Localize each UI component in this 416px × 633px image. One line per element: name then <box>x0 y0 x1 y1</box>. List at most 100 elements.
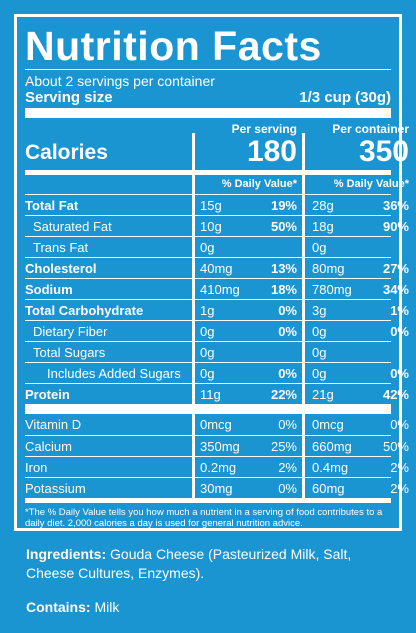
per-serving-daily-value: 2% <box>278 460 297 475</box>
per-container-amount: 80mg <box>312 261 345 276</box>
divider <box>25 69 391 70</box>
nutrient-name: Protein <box>25 387 70 402</box>
medium-divider <box>25 170 391 175</box>
per-container-daily-value: 0% <box>390 417 409 432</box>
per-container-daily-value: 27% <box>382 261 409 276</box>
nutrient-row: Sodium 410mg 18% 780mg 34% <box>25 278 409 299</box>
per-serving-amount: 0g <box>200 366 215 381</box>
per-container-amount: 0g <box>312 345 327 360</box>
per-serving-amount: 350mg <box>200 439 240 454</box>
per-container-daily-value: 0% <box>390 324 409 339</box>
thick-divider <box>25 108 391 118</box>
per-serving-daily-value: 19% <box>270 198 297 213</box>
nutrient-name: Potassium <box>25 481 86 496</box>
per-container-calories: 350 <box>358 135 409 168</box>
nutrient-row: Iron 0.2mg 2% 0.4mg 2% <box>25 456 409 477</box>
per-container-amount: 0g <box>312 324 327 339</box>
per-container-amount: 780mg <box>312 282 352 297</box>
column-divider <box>302 133 305 498</box>
per-serving-daily-value: 25% <box>270 439 297 454</box>
serving-size-row: Serving size 1/3 cup (30g) <box>25 89 391 106</box>
per-serving-amount: 0g <box>200 240 215 255</box>
per-container-dv-header: % Daily Value* <box>333 178 409 190</box>
allergen-statement: Contains: Milk <box>26 599 119 615</box>
per-container-label: Per container <box>332 122 409 136</box>
nutrient-name: Total Fat <box>25 198 79 213</box>
per-container-amount: 3g <box>312 303 327 318</box>
per-container-amount: 0mcg <box>312 417 344 432</box>
nutrient-name: Vitamin D <box>25 417 82 432</box>
contains-label: Contains: <box>26 599 91 615</box>
nutrient-name: Includes Added Sugars <box>47 366 181 381</box>
per-serving-daily-value: 13% <box>270 261 297 276</box>
nutrient-rows: Total Fat 15g 19% 28g 36% Saturated Fat 10g 50%… <box>25 194 409 404</box>
per-container-amount: 18g <box>312 219 334 234</box>
per-serving-amount: 0.2mg <box>200 460 237 475</box>
nutrient-name: Calcium <box>25 439 72 454</box>
nutrient-name: Trans Fat <box>33 240 89 255</box>
per-serving-daily-value: 50% <box>270 219 297 234</box>
per-serving-amount: 40mg <box>200 261 233 276</box>
nutrition-facts-panel: Nutrition Facts About 2 servings per con… <box>14 14 409 531</box>
ingredients-statement: Ingredients: Gouda Cheese (Pasteurized M… <box>26 545 396 583</box>
ingredients-text: Gouda Cheese (Pasteurized Milk, Salt, Ch… <box>26 546 352 581</box>
nutrient-row: Protein 11g 22% 21g 42% <box>25 383 409 404</box>
per-serving-daily-value: 0% <box>278 324 297 339</box>
thick-divider <box>25 404 391 414</box>
nutrient-row: Total Sugars 0g 0g <box>25 341 391 362</box>
per-serving-daily-value: 22% <box>270 387 297 402</box>
calories-block: Calories Per serving 180 Per container 3… <box>25 118 409 170</box>
per-serving-daily-value: 0% <box>278 303 297 318</box>
per-serving-daily-value: 0% <box>278 481 297 496</box>
nutrient-name: Iron <box>25 460 48 475</box>
nutrient-row: Total Fat 15g 19% 28g 36% <box>25 194 409 215</box>
per-serving-amount: 10g <box>200 219 222 234</box>
per-container-daily-value: 36% <box>382 198 409 213</box>
nutrient-row: Dietary Fiber 0g 0% 0g 0% <box>25 320 409 341</box>
per-container-daily-value: 2% <box>390 460 409 475</box>
per-serving-header: Per serving 180 <box>197 118 297 168</box>
per-container-amount: 28g <box>312 198 334 213</box>
per-container-amount: 0.4mg <box>312 460 349 475</box>
nutrient-name: Dietary Fiber <box>33 324 108 339</box>
nutrient-row: Calcium 350mg 25% 660mg 50% <box>25 435 409 456</box>
per-container-amount: 660mg <box>312 439 352 454</box>
medium-divider <box>25 498 391 503</box>
per-container-daily-value: 42% <box>382 387 409 402</box>
per-container-daily-value: 1% <box>390 303 409 318</box>
per-serving-dv-header: % Daily Value* <box>221 178 297 190</box>
per-serving-label: Per serving <box>231 122 297 136</box>
per-serving-daily-value: 0% <box>278 366 297 381</box>
column-divider <box>192 133 195 498</box>
contains-text: Milk <box>94 599 120 615</box>
per-container-daily-value: 50% <box>382 439 409 454</box>
nutrient-name: Total Carbohydrate <box>25 303 144 318</box>
servings-per-container: About 2 servings per container <box>25 73 215 89</box>
per-container-amount: 0g <box>312 240 327 255</box>
calories-label: Calories <box>25 141 108 164</box>
nutrient-row: Saturated Fat 10g 50% 18g 90% <box>25 215 409 236</box>
nutrient-row: Total Carbohydrate 1g 0% 3g 1% <box>25 299 409 320</box>
per-container-daily-value: 90% <box>382 219 409 234</box>
nutrient-name: Total Sugars <box>33 345 106 360</box>
nutrient-row: Trans Fat 0g 0g <box>25 236 391 257</box>
daily-value-footnote: *The % Daily Value tells you how much a … <box>25 507 383 529</box>
per-serving-amount: 1g <box>200 303 215 318</box>
per-container-amount: 21g <box>312 387 334 402</box>
nutrient-row: Cholesterol 40mg 13% 80mg 27% <box>25 257 409 278</box>
per-serving-amount: 0mcg <box>200 417 232 432</box>
per-serving-amount: 11g <box>200 387 221 402</box>
per-serving-amount: 15g <box>200 198 222 213</box>
per-serving-amount: 30mg <box>200 481 233 496</box>
nutrition-facts-title: Nutrition Facts <box>25 23 322 69</box>
nutrient-row: Vitamin D 0mcg 0% 0mcg 0% <box>25 414 409 435</box>
per-serving-calories: 180 <box>246 135 297 168</box>
per-container-amount: 0g <box>312 366 327 381</box>
per-serving-daily-value: 0% <box>278 417 297 432</box>
ingredients-label: Ingredients: <box>26 546 107 562</box>
per-serving-daily-value: 18% <box>270 282 297 297</box>
nutrient-row: Includes Added Sugars 0g 0% 0g 0% <box>25 362 409 383</box>
per-container-daily-value: 2% <box>390 481 409 496</box>
per-container-daily-value: 34% <box>382 282 409 297</box>
per-container-daily-value: 0% <box>390 366 409 381</box>
